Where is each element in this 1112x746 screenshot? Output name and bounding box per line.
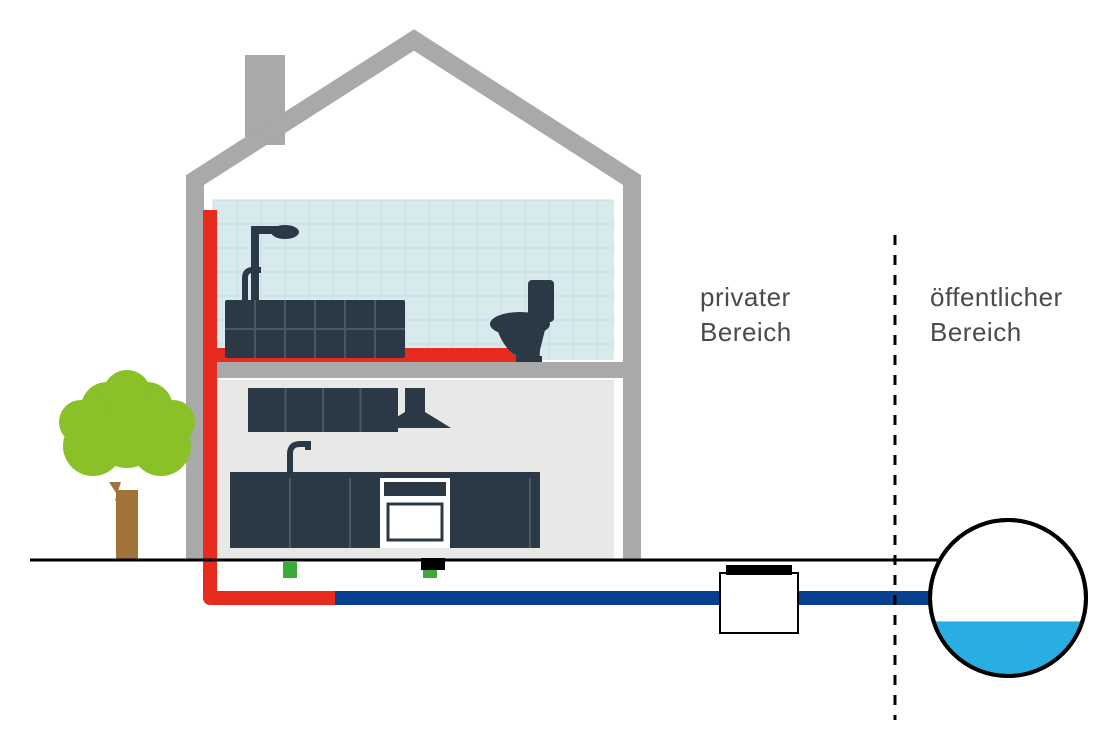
- label-private-line2: Bereich: [700, 317, 792, 347]
- label-private-line1: privater: [700, 282, 791, 312]
- main-sewer-icon: [930, 520, 1086, 746]
- inspection-chamber-icon: [720, 565, 798, 633]
- label-public-line2: Bereich: [930, 317, 1022, 347]
- tree-icon: [59, 370, 195, 560]
- label-public-line1: öffentlicher: [930, 282, 1063, 312]
- label-private-area: privater Bereich: [700, 280, 792, 350]
- floor-drain-0: [283, 562, 297, 578]
- label-public-area: öffentlicher Bereich: [930, 280, 1063, 350]
- upper-cabinets-icon: [248, 388, 398, 432]
- cleanout-cap: [421, 558, 445, 570]
- house-sewer-diagram: [0, 0, 1112, 746]
